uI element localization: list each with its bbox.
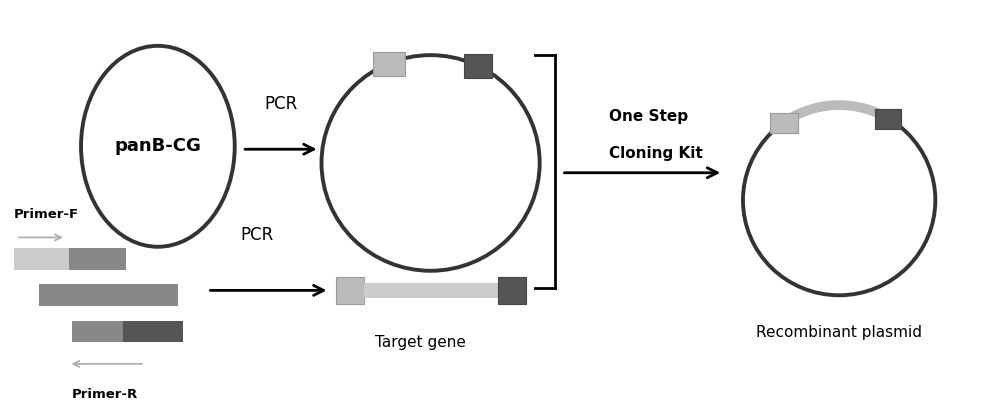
Bar (14, 248, 69, 270)
Text: PCR: PCR (264, 95, 297, 113)
Text: Recombinant plasmid: Recombinant plasmid (756, 325, 922, 340)
Bar (464, 55, 492, 78)
Text: Target gene: Target gene (375, 335, 466, 350)
Bar (498, 277, 526, 304)
Text: Primer-R: Primer-R (72, 388, 138, 401)
Bar (72, 321, 123, 342)
Bar (373, 52, 405, 76)
Bar (770, 113, 798, 133)
Bar (364, 283, 498, 298)
Text: Cloning Kit: Cloning Kit (609, 146, 703, 161)
Text: Primer-F: Primer-F (14, 208, 79, 221)
Bar (875, 109, 901, 129)
Bar (123, 321, 183, 342)
Bar (69, 248, 126, 270)
Text: One Step: One Step (609, 109, 688, 124)
Text: panB-CG: panB-CG (114, 137, 201, 155)
Bar (336, 277, 364, 304)
Bar (39, 284, 178, 306)
Text: PCR: PCR (240, 226, 274, 244)
